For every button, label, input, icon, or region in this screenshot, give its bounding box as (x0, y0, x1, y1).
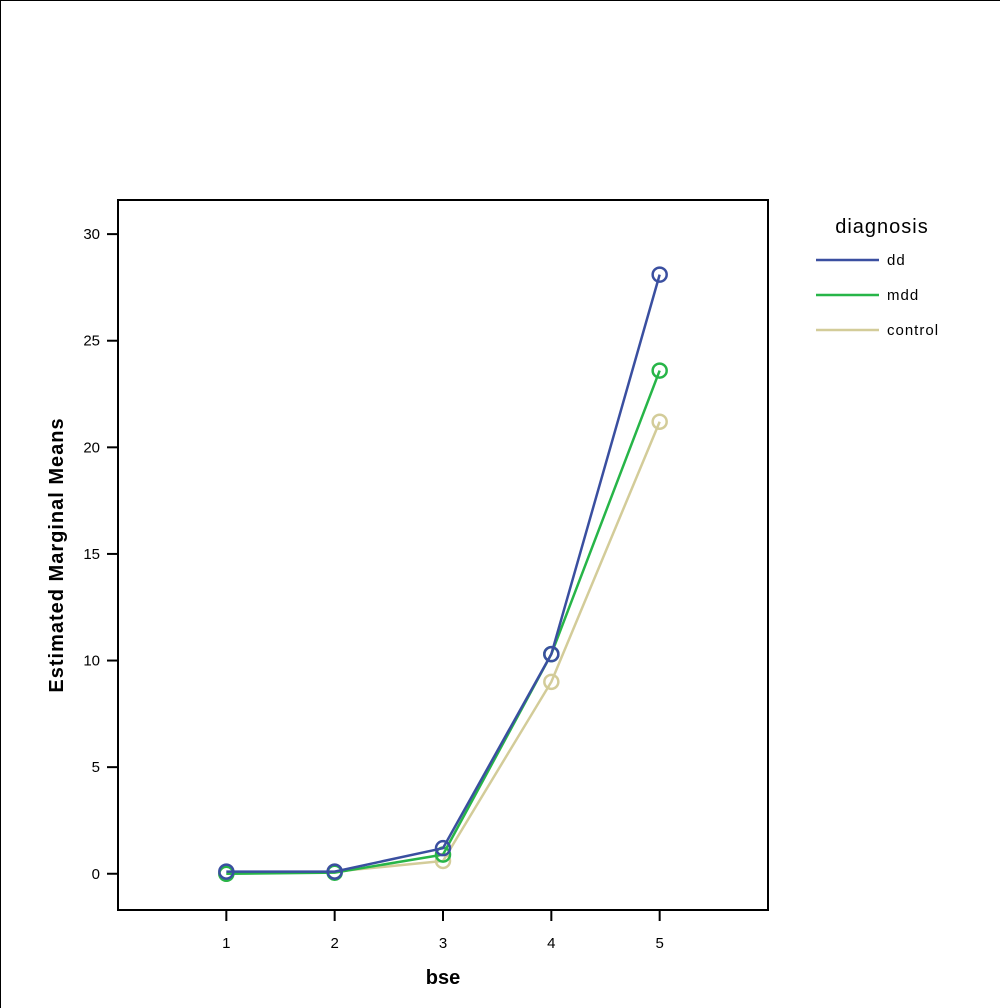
data-point-control (543, 673, 560, 691)
series-dd (218, 266, 668, 880)
data-point-control (651, 413, 668, 430)
series-line-control (226, 421, 661, 876)
data-point-dd (434, 839, 452, 857)
legend-title: diagnosis (835, 216, 929, 238)
data-point-mdd (651, 362, 668, 379)
y-tick-label: 30 (83, 226, 100, 243)
data-point-dd (326, 863, 343, 880)
x-tick-label: 1 (222, 935, 230, 952)
legend-label-control: control (887, 322, 939, 339)
y-tick-label: 10 (83, 653, 100, 670)
y-tick-label: 25 (83, 333, 100, 350)
x-tick-label: 2 (330, 935, 338, 952)
legend: diagnosis dd mdd control (816, 216, 939, 339)
data-point-dd (543, 645, 560, 663)
x-tick-label: 4 (547, 935, 555, 952)
y-tick-label: 0 (92, 866, 100, 883)
series-line-dd (226, 274, 661, 873)
y-tick-label: 20 (83, 439, 100, 456)
legend-label-mdd: mdd (887, 287, 919, 304)
plot-area-border (117, 199, 769, 911)
x-tick-label: 5 (655, 935, 663, 952)
series-line-mdd (226, 370, 661, 876)
series-mdd (218, 362, 668, 883)
y-tick-label: 5 (92, 759, 100, 776)
data-point-dd (218, 863, 235, 880)
y-tick-label: 15 (83, 546, 100, 563)
y-axis: 0 5 10 15 20 25 30 (83, 226, 118, 883)
y-axis-title: Estimated Marginal Means (46, 417, 68, 692)
data-point-dd (651, 266, 668, 283)
x-axis-title: bse (426, 967, 460, 989)
series-group (218, 266, 668, 883)
legend-label-dd: dd (887, 252, 906, 269)
x-axis: 1 2 3 4 5 (222, 910, 664, 952)
x-tick-label: 3 (439, 935, 447, 952)
